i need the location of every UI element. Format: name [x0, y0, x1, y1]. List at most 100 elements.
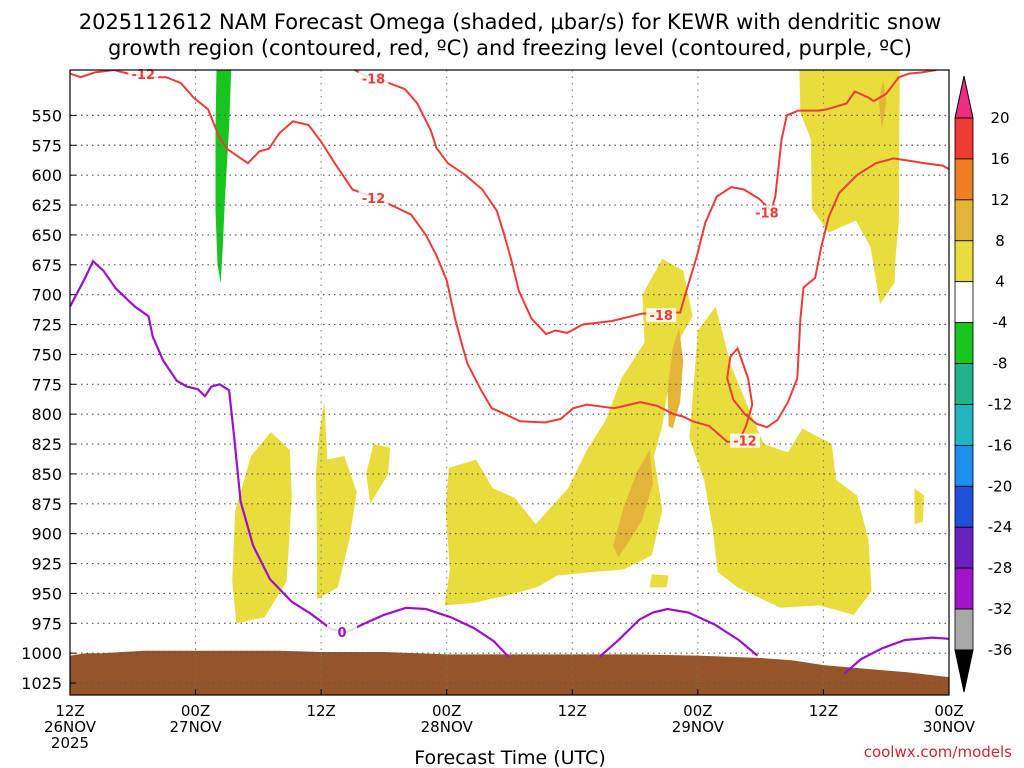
- omega-region-x4-7: [799, 70, 900, 305]
- colorbar-segment-6: [954, 363, 974, 405]
- colorbar-tick-1: 16: [990, 150, 1009, 168]
- contour-label-5: -18: [755, 206, 779, 221]
- colorbar-segment-11: [954, 567, 974, 610]
- credit-text[interactable]: coolwx.com/models: [864, 743, 1012, 761]
- omega-shading-layer: [70, 70, 949, 695]
- contour-labels: -12 -18 -12 -18 -12 -18 0: [128, 66, 782, 641]
- red-contour-1: [354, 70, 937, 336]
- ytick-label-975: 975: [31, 614, 62, 633]
- colorbar-tick-8: -16: [988, 436, 1013, 454]
- colorbar-segment-9: [954, 485, 974, 528]
- xtick-label-60-1: 29NOV: [672, 718, 725, 736]
- xtick-label-72-0: 12Z: [809, 702, 838, 720]
- omega-region-x8-2: [878, 79, 887, 130]
- colorbar-tick-7: -12: [988, 395, 1013, 413]
- omega-region-x8-1: [613, 450, 653, 558]
- ytick-label-625: 625: [31, 196, 62, 215]
- colorbar-segment-5: [954, 322, 974, 364]
- ytick-label-725: 725: [31, 316, 62, 335]
- colorbar: 20 16 12 8 4 -4 -8 -12 -16 -20 -24 -28 -32 -36: [954, 75, 1013, 693]
- ytick-label-850: 850: [31, 465, 62, 484]
- contour-label-4: -12: [733, 435, 757, 450]
- xtick-label-12-0: 00Z: [181, 702, 210, 720]
- plot-frame: [69, 69, 950, 696]
- ytick-label-1025: 1025: [21, 674, 62, 693]
- colorbar-tick-4: 4: [995, 273, 1005, 291]
- ytick-label-550: 550: [31, 106, 62, 125]
- ytick-label-950: 950: [31, 584, 62, 603]
- purple-contour-2: [843, 636, 949, 675]
- contour-label-bg-3: [646, 308, 677, 323]
- ytick-label-575: 575: [31, 136, 62, 155]
- colorbar-segment-0: [954, 117, 974, 160]
- contour-label-bg-4: [729, 433, 760, 448]
- colorbar-segment-12: [954, 608, 974, 651]
- xtick-label-60-0: 00Z: [683, 702, 712, 720]
- colorbar-tick-11: -28: [988, 559, 1013, 577]
- ytick-label-775: 775: [31, 375, 62, 394]
- contour-label-6: 0: [338, 626, 347, 641]
- purple-contour-0: [70, 259, 510, 658]
- xtick-label-36-0: 00Z: [432, 702, 461, 720]
- colorbar-tick-13: -36: [988, 641, 1013, 659]
- colorbar-tick-9: -20: [988, 477, 1013, 495]
- freezing-level-contours: [70, 259, 949, 675]
- ytick-label-1000: 1000: [21, 644, 62, 663]
- xtick-label-0-1: 26NOV: [44, 718, 97, 736]
- ytick-label-800: 800: [31, 405, 62, 424]
- contour-label-bg-1: [358, 71, 389, 86]
- contour-label-3: -18: [649, 309, 673, 324]
- ytick-label-700: 700: [31, 286, 62, 305]
- omega-region-x4-1: [315, 402, 357, 600]
- omega-region-x4-4: [649, 574, 669, 588]
- xtick-label-36-1: 28NOV: [421, 718, 474, 736]
- contour-label-0: -12: [132, 68, 156, 83]
- colorbar-segment-2: [954, 199, 974, 242]
- chart-title-line1: 2025112612 NAM Forecast Omega (shaded, μ…: [79, 10, 942, 34]
- xtick-label-84-1: 30NOV: [923, 718, 976, 736]
- omega-region-x4-5: [689, 306, 872, 615]
- colorbar-bottom-arrow: [954, 649, 974, 693]
- colorbar-tick-3: 8: [995, 232, 1005, 250]
- pressure-axis: 550 575 600 625 650 675 700 725 750 775 800 825 850 8…: [21, 106, 76, 693]
- xtick-label-84-0: 00Z: [934, 702, 963, 720]
- colorbar-tick-6: -8: [993, 355, 1008, 373]
- dendritic-growth-contours: [70, 70, 949, 443]
- colorbar-tick-2: 12: [990, 191, 1009, 209]
- colorbar-top-arrow: [954, 75, 974, 119]
- colorbar-segment-8: [954, 444, 974, 487]
- red-contour-0: [70, 70, 949, 443]
- ytick-label-825: 825: [31, 435, 62, 454]
- xtick-label-24-0: 12Z: [306, 702, 335, 720]
- grid-lines: [70, 70, 949, 695]
- contour-label-bg-2: [358, 191, 389, 206]
- purple-contour-1: [598, 607, 759, 658]
- chart-title-line2: growth region (contoured, red, ºC) and f…: [108, 36, 912, 60]
- xtick-label-0-2: 2025: [51, 734, 89, 752]
- omega-region-xx8-0: [215, 70, 232, 283]
- ytick-label-750: 750: [31, 345, 62, 364]
- xtick-label-48-0: 12Z: [558, 702, 587, 720]
- omega-region-x4-6: [914, 488, 924, 525]
- ytick-label-650: 650: [31, 226, 62, 245]
- colorbar-segment-7: [954, 404, 974, 446]
- omega-region-x8-0: [667, 328, 684, 429]
- colorbar-segment-4: [954, 281, 974, 324]
- colorbar-tick-5: -4: [993, 314, 1008, 332]
- colorbar-tick-10: -24: [988, 518, 1013, 536]
- xtick-label-12-1: 27NOV: [170, 718, 223, 736]
- colorbar-tick-0: 20: [990, 109, 1009, 127]
- colorbar-segment-10: [954, 526, 974, 569]
- ytick-label-925: 925: [31, 555, 62, 574]
- ytick-label-875: 875: [31, 495, 62, 514]
- omega-region-surface-0: [70, 650, 949, 695]
- contour-label-2: -12: [362, 192, 386, 207]
- contour-label-bg-6: [327, 624, 358, 639]
- x-axis-label: Forecast Time (UTC): [414, 747, 605, 768]
- ytick-label-600: 600: [31, 166, 62, 185]
- xtick-label-0-0: 12Z: [55, 702, 84, 720]
- contour-label-1: -18: [362, 73, 386, 88]
- omega-region-x4-0: [232, 432, 292, 624]
